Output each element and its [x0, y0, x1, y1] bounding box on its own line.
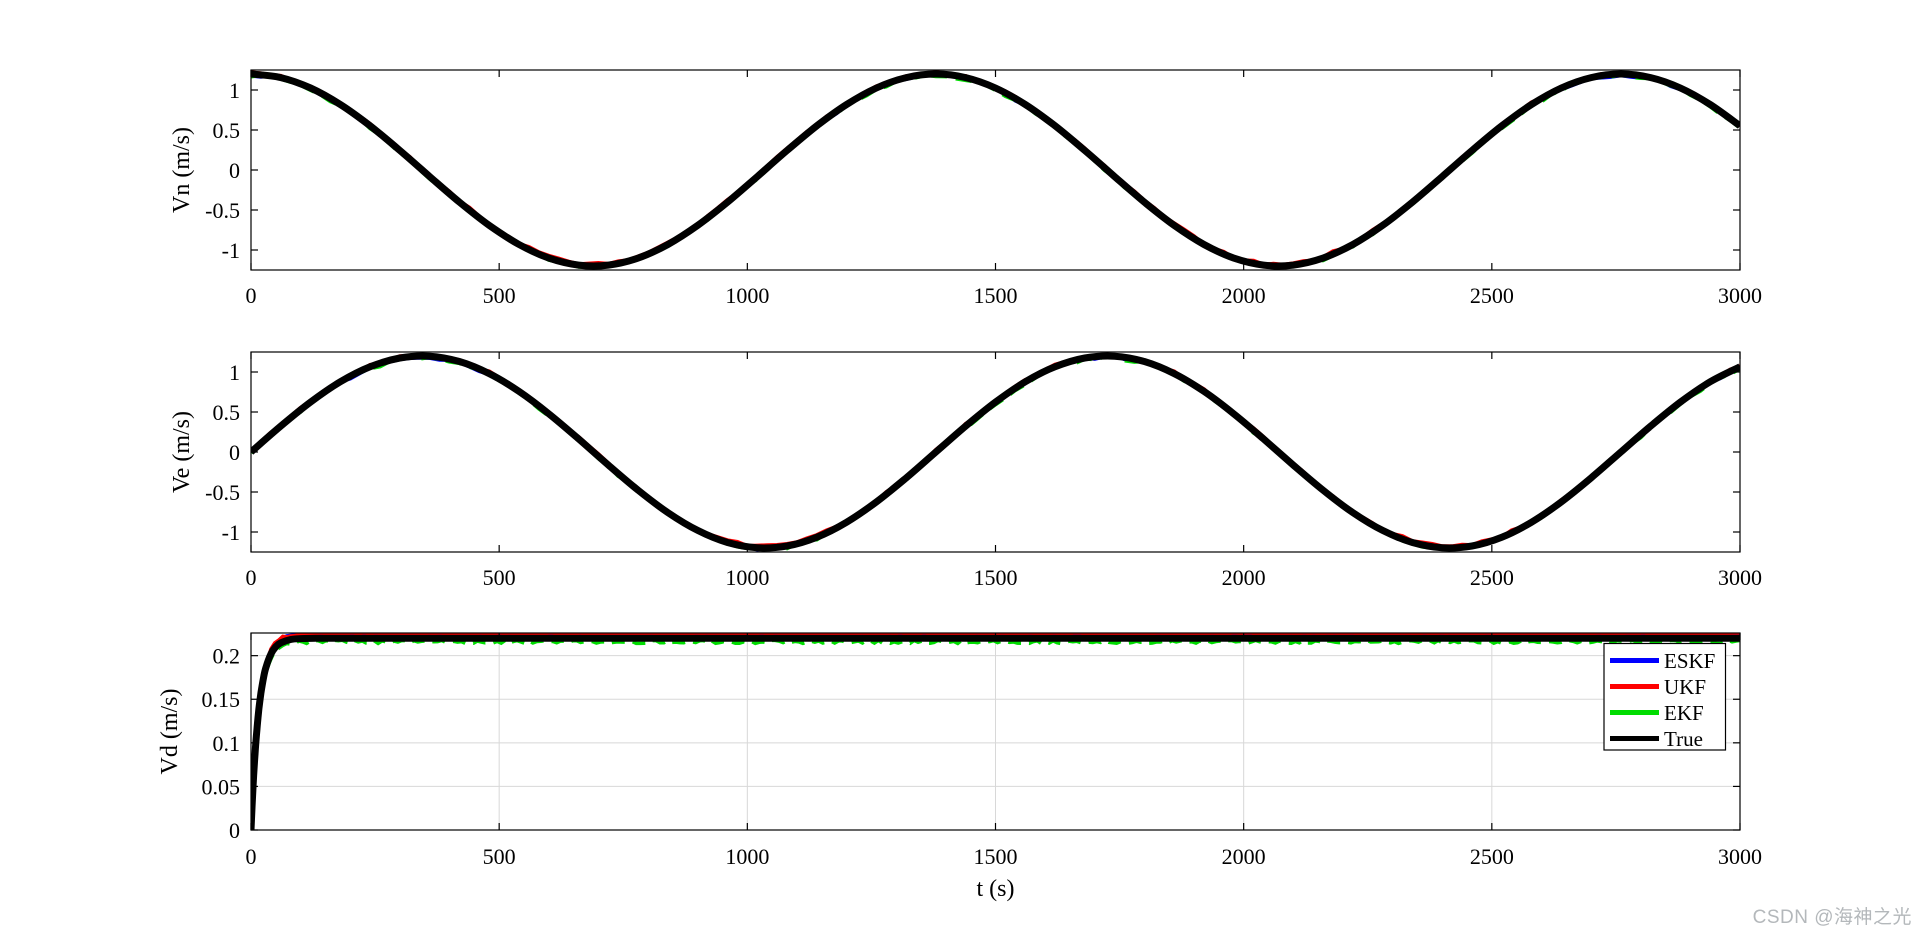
svg-text:1500: 1500: [974, 844, 1018, 869]
svg-text:2500: 2500: [1470, 565, 1514, 590]
svg-text:0: 0: [229, 440, 240, 465]
svg-text:2000: 2000: [1222, 844, 1266, 869]
series-ukf-line: [251, 70, 1740, 267]
series-eskf-line: [251, 71, 1740, 269]
svg-text:500: 500: [483, 565, 516, 590]
legend-label-eskf: ESKF: [1664, 649, 1715, 673]
series-eskf-line: [251, 353, 1740, 552]
y-axis-label: Vd (m/s): [157, 689, 183, 775]
svg-text:2000: 2000: [1222, 565, 1266, 590]
series-true-line: [251, 352, 1740, 552]
tick-labels: 0 500 1000 1500 2000 2500 3000 1 0.5 0 -0.5 -1: [205, 360, 1762, 590]
svg-text:0.2: 0.2: [213, 644, 241, 669]
svg-text:-1: -1: [222, 520, 240, 545]
subplot-ve: 0 500 1000 1500 2000 2500 3000 1 0.5 0 -0.5 -1 Ve (m…: [169, 351, 1762, 590]
svg-text:3000: 3000: [1718, 283, 1762, 308]
svg-text:0: 0: [246, 565, 257, 590]
x-axis-label: t (s): [977, 876, 1015, 902]
svg-text:2500: 2500: [1470, 283, 1514, 308]
tick-labels: 0 500 1000 1500 2000 2500 3000 1 0.5 0 -0.5 -1: [205, 78, 1762, 308]
svg-text:500: 500: [483, 283, 516, 308]
subplot-vn: 0 500 1000 1500 2000 2500 3000 1 0.5 0 -0.5 -1 Vn (m…: [169, 69, 1762, 308]
svg-text:1500: 1500: [974, 565, 1018, 590]
legend-label-true: True: [1664, 727, 1703, 751]
y-axis-label: Vn (m/s): [169, 127, 195, 213]
svg-text:0.5: 0.5: [213, 400, 241, 425]
svg-text:0.5: 0.5: [213, 118, 241, 143]
svg-text:1500: 1500: [974, 283, 1018, 308]
series-ekf-line: [251, 354, 1740, 551]
series-true-line: [251, 70, 1740, 270]
svg-text:1: 1: [229, 78, 240, 103]
tick-labels: 0 500 1000 1500 2000 2500 3000 0.2 0.15 0.1 0.05 0: [202, 644, 1763, 869]
svg-text:1000: 1000: [725, 565, 769, 590]
svg-text:3000: 3000: [1718, 565, 1762, 590]
svg-text:0: 0: [246, 283, 257, 308]
legend-label-ukf: UKF: [1664, 675, 1706, 699]
svg-text:0: 0: [246, 844, 257, 869]
legend-label-ekf: EKF: [1664, 701, 1704, 725]
svg-text:2000: 2000: [1222, 283, 1266, 308]
series-ekf-line: [251, 72, 1740, 270]
svg-text:-1: -1: [222, 238, 240, 263]
svg-text:1: 1: [229, 360, 240, 385]
svg-text:2500: 2500: [1470, 844, 1514, 869]
axes-box: [250, 632, 1741, 831]
svg-text:1000: 1000: [725, 844, 769, 869]
y-axis-label: Ve (m/s): [169, 411, 195, 493]
svg-text:0.1: 0.1: [213, 731, 241, 756]
svg-text:-0.5: -0.5: [205, 198, 240, 223]
svg-text:0: 0: [229, 818, 240, 843]
series-ukf-line: [251, 353, 1740, 549]
series-group: [251, 70, 1740, 270]
svg-text:0.05: 0.05: [202, 774, 241, 799]
subplot-vd: 0 500 1000 1500 2000 2500 3000 0.2 0.15 0.1 0.05 0 V…: [157, 632, 1763, 902]
watermark: CSDN @海神之光: [1752, 907, 1912, 928]
svg-text:-0.5: -0.5: [205, 480, 240, 505]
series-group: [251, 352, 1740, 552]
svg-text:0.15: 0.15: [202, 687, 241, 712]
grid-lines: [251, 633, 1740, 830]
svg-text:1000: 1000: [725, 283, 769, 308]
svg-text:0: 0: [229, 158, 240, 183]
svg-text:3000: 3000: [1718, 844, 1762, 869]
axes-box: [250, 351, 1741, 553]
axes-box: [250, 69, 1741, 271]
svg-text:500: 500: [483, 844, 516, 869]
series-true-line: [251, 634, 1740, 830]
